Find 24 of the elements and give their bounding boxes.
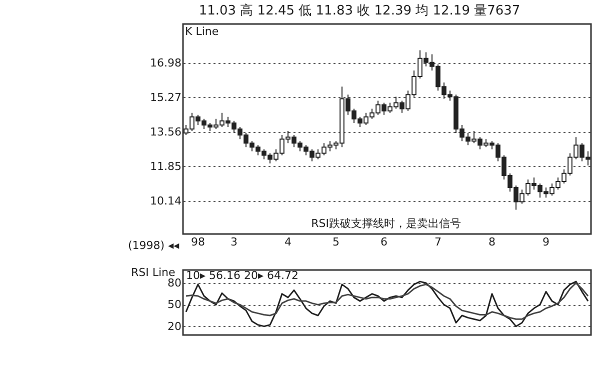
x-tick-label: 7 bbox=[434, 236, 442, 248]
line-series bbox=[185, 282, 589, 320]
line-series bbox=[185, 280, 589, 328]
x-tick-label: 3 bbox=[230, 236, 238, 248]
x-tick-label: 98 bbox=[191, 236, 205, 248]
x-tick-label: 8 bbox=[488, 236, 496, 248]
x-tick-label: 6 bbox=[380, 236, 388, 248]
x-tick-label: 9 bbox=[542, 236, 550, 248]
annotation: RSI跌破支撑线时，是卖出信号 bbox=[311, 217, 461, 230]
y-tick-label: 10.14 bbox=[150, 194, 182, 208]
y-tick-label: 16.98 bbox=[150, 56, 182, 70]
x-tick-label: 4 bbox=[284, 236, 292, 248]
y-tick-label: 80 bbox=[168, 276, 182, 290]
chart-title: 11.03 高 12.45 低 11.83 收 12.39 均 12.19 量7637 bbox=[198, 2, 520, 18]
annotation: K Line bbox=[185, 25, 219, 38]
x-tick-label: 5 bbox=[332, 236, 340, 248]
y-tick-label: 15.27 bbox=[150, 90, 182, 104]
text: (1998) ◂◂ bbox=[128, 239, 180, 252]
y-tick-label: 13.56 bbox=[150, 125, 182, 138]
y-tick-label: 11.85 bbox=[150, 160, 182, 173]
text: RSI Line bbox=[131, 266, 176, 279]
annotation: 10▸ 56.16 20▸ 64.72 bbox=[186, 269, 299, 282]
y-tick-label: 50 bbox=[168, 298, 182, 312]
y-tick-label: 20 bbox=[168, 320, 182, 333]
